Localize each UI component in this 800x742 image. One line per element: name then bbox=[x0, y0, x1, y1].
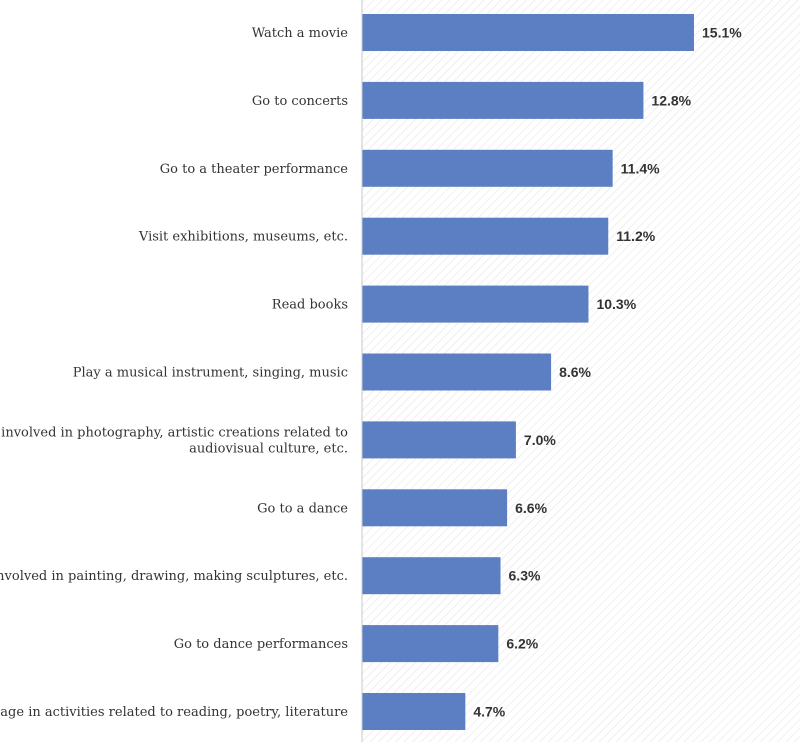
bar bbox=[362, 353, 552, 391]
value-label: 11.4% bbox=[621, 160, 660, 176]
category-label: Get involved in photography, artistic cr… bbox=[0, 425, 348, 456]
value-label: 11.2% bbox=[616, 228, 655, 244]
value-labels-layer: 15.1% 12.8% 11.4% 11.2% 10.3% 8.6% 7.0% 6.6% 6.3… bbox=[473, 25, 742, 720]
category-label-line: audiovisual culture, etc. bbox=[189, 441, 348, 456]
bar bbox=[362, 693, 466, 730]
category-label-line: Engage in activities related to reading,… bbox=[0, 705, 348, 720]
bar bbox=[362, 421, 516, 459]
category-label-line: Get involved in painting, drawing, makin… bbox=[0, 569, 348, 584]
category-label-line: Read books bbox=[272, 298, 348, 313]
bar bbox=[362, 149, 613, 187]
value-label: 10.3% bbox=[596, 296, 636, 312]
category-label: Go to concerts bbox=[252, 94, 348, 109]
category-label: Engage in activities related to reading,… bbox=[0, 705, 348, 720]
category-label: Go to a theater performance bbox=[160, 162, 349, 177]
bar bbox=[362, 625, 499, 663]
bar bbox=[362, 557, 501, 595]
category-label-line: Go to a dance bbox=[257, 501, 348, 516]
bar bbox=[362, 217, 609, 255]
category-label: Read books bbox=[272, 298, 348, 313]
category-label-line: Go to concerts bbox=[252, 94, 348, 109]
bars-layer bbox=[362, 14, 694, 730]
category-label-line: Go to dance performances bbox=[174, 637, 348, 652]
category-label: Visit exhibitions, museums, etc. bbox=[138, 230, 348, 245]
category-label: Go to a dance bbox=[257, 501, 348, 516]
category-label-line: Visit exhibitions, museums, etc. bbox=[138, 230, 348, 245]
value-label: 6.3% bbox=[509, 568, 541, 584]
category-label-line: Get involved in photography, artistic cr… bbox=[0, 425, 348, 440]
value-label: 8.6% bbox=[559, 364, 591, 380]
category-label-line: Watch a movie bbox=[252, 26, 349, 41]
category-label: Go to dance performances bbox=[174, 637, 348, 652]
value-label: 7.0% bbox=[524, 432, 556, 448]
category-label-line: Go to a theater performance bbox=[160, 162, 349, 177]
bar bbox=[362, 14, 694, 51]
value-label: 4.7% bbox=[473, 704, 505, 720]
value-label: 15.1% bbox=[702, 25, 742, 41]
bar bbox=[362, 285, 589, 323]
bar bbox=[362, 489, 508, 527]
value-label: 6.2% bbox=[506, 636, 538, 652]
category-labels-layer: Watch a movie Go to concerts Go to a theat… bbox=[0, 26, 348, 720]
value-label: 12.8% bbox=[651, 92, 691, 108]
category-label-line: Play a musical instrument, singing, musi… bbox=[73, 366, 348, 381]
category-label: Get involved in painting, drawing, makin… bbox=[0, 569, 348, 584]
value-label: 6.6% bbox=[515, 500, 547, 516]
category-label: Watch a movie bbox=[252, 26, 349, 41]
category-label: Play a musical instrument, singing, musi… bbox=[73, 366, 348, 381]
bar bbox=[362, 81, 644, 119]
